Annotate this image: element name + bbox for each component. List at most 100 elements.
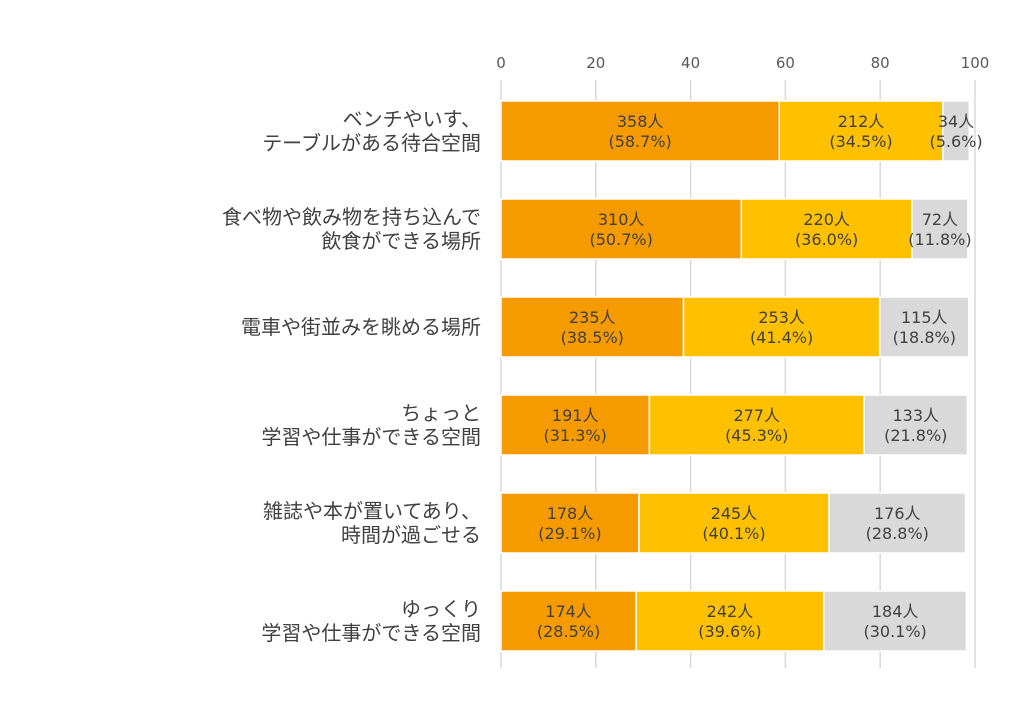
bar-segment bbox=[500, 296, 685, 358]
data-label-line: 235人 bbox=[569, 308, 616, 327]
data-label: 191人(31.3%) bbox=[544, 406, 607, 445]
category-label-line: 雑誌や本が置いてあり、 bbox=[263, 499, 481, 523]
data-label-line: 72人 bbox=[922, 210, 958, 229]
category-label: ゆっくり学習や仕事ができる空間 bbox=[261, 597, 481, 645]
x-tick-label: 100 bbox=[961, 54, 990, 72]
data-label-line: 174人 bbox=[545, 602, 592, 621]
data-label: 174人(28.5%) bbox=[537, 602, 600, 641]
data-label-line: (58.7%) bbox=[608, 132, 671, 151]
x-tick-label: 0 bbox=[496, 54, 506, 72]
bar-segment bbox=[682, 296, 881, 358]
x-tick-label: 60 bbox=[776, 54, 795, 72]
bar-segment bbox=[638, 492, 830, 554]
category-label-line: 時間が過ごせる bbox=[341, 523, 481, 547]
data-label-line: (45.3%) bbox=[725, 426, 788, 445]
gridlines bbox=[500, 80, 976, 668]
category-label-line: 学習や仕事ができる空間 bbox=[261, 621, 481, 645]
category-label: ちょっと学習や仕事ができる空間 bbox=[261, 401, 481, 449]
data-label-line: 34人 bbox=[938, 112, 974, 131]
category-label-line: ゆっくり bbox=[401, 597, 481, 621]
data-label-line: (41.4%) bbox=[750, 328, 813, 347]
data-label: 212人(34.5%) bbox=[829, 112, 892, 151]
x-tick-label: 40 bbox=[681, 54, 700, 72]
data-label-line: 176人 bbox=[874, 504, 921, 523]
data-label: 245人(40.1%) bbox=[702, 504, 765, 543]
data-label-line: 191人 bbox=[552, 406, 599, 425]
data-label: 133人(21.8%) bbox=[884, 406, 947, 445]
category-label-line: 電車や街並みを眺める場所 bbox=[241, 315, 481, 339]
bar-segment bbox=[911, 198, 969, 260]
data-label: 235人(38.5%) bbox=[561, 308, 624, 347]
data-label: 72人(11.8%) bbox=[908, 210, 971, 249]
data-label: 310人(50.7%) bbox=[590, 210, 653, 249]
data-label-line: (30.1%) bbox=[863, 622, 926, 641]
bar-segment bbox=[648, 394, 865, 456]
category-label-line: テーブルがある待合空間 bbox=[262, 131, 481, 155]
data-label-line: 358人 bbox=[617, 112, 664, 131]
data-label-line: 242人 bbox=[707, 602, 754, 621]
data-label: 176人(28.8%) bbox=[866, 504, 929, 543]
bar-segment bbox=[500, 394, 651, 456]
data-label-line: (28.8%) bbox=[866, 524, 929, 543]
data-label: 358人(58.7%) bbox=[608, 112, 671, 151]
category-label: ベンチやいす、テーブルがある待合空間 bbox=[262, 107, 481, 155]
data-label-line: (11.8%) bbox=[908, 230, 971, 249]
bar-segment bbox=[878, 296, 970, 358]
data-label: 220人(36.0%) bbox=[795, 210, 858, 249]
data-label-line: (5.6%) bbox=[929, 132, 982, 151]
data-label-line: (21.8%) bbox=[884, 426, 947, 445]
bar-segment bbox=[500, 198, 743, 260]
category-label-line: 飲食ができる場所 bbox=[321, 229, 481, 253]
category-label: 食べ物や飲み物を持ち込んで飲食ができる場所 bbox=[222, 205, 481, 253]
data-label: 115人(18.8%) bbox=[893, 308, 956, 347]
category-label-line: ちょっと bbox=[401, 401, 481, 425]
bar-segment bbox=[942, 100, 971, 162]
category-label-line: ベンチやいす、 bbox=[343, 107, 481, 131]
data-label: 277人(45.3%) bbox=[725, 406, 788, 445]
data-label-line: (31.3%) bbox=[544, 426, 607, 445]
data-label-line: 133人 bbox=[892, 406, 939, 425]
data-label-line: (29.1%) bbox=[538, 524, 601, 543]
data-label-line: 115人 bbox=[901, 308, 948, 327]
data-label-line: 310人 bbox=[598, 210, 645, 229]
category-label-line: 学習や仕事ができる空間 bbox=[261, 425, 481, 449]
data-label: 253人(41.4%) bbox=[750, 308, 813, 347]
bar-segment bbox=[500, 590, 637, 652]
data-label: 178人(29.1%) bbox=[538, 504, 601, 543]
bar-segment bbox=[740, 198, 913, 260]
bar-segment bbox=[823, 590, 968, 652]
data-label-line: (34.5%) bbox=[829, 132, 892, 151]
bar-segment bbox=[828, 492, 967, 554]
bar-segment bbox=[778, 100, 944, 162]
data-label-line: (40.1%) bbox=[702, 524, 765, 543]
bar-segment bbox=[500, 100, 780, 162]
data-label-line: (36.0%) bbox=[795, 230, 858, 249]
x-tick-label: 80 bbox=[871, 54, 890, 72]
data-label-line: 220人 bbox=[803, 210, 850, 229]
data-label-line: 253人 bbox=[758, 308, 805, 327]
data-label-line: 184人 bbox=[872, 602, 919, 621]
bar-segment bbox=[500, 492, 640, 554]
data-label-line: (38.5%) bbox=[561, 328, 624, 347]
data-label-line: (28.5%) bbox=[537, 622, 600, 641]
data-label: 184人(30.1%) bbox=[863, 602, 926, 641]
data-label-line: 212人 bbox=[838, 112, 885, 131]
category-labels: ベンチやいす、テーブルがある待合空間食べ物や飲み物を持ち込んで飲食ができる場所電… bbox=[222, 107, 481, 645]
data-label: 242人(39.6%) bbox=[698, 602, 761, 641]
data-label-line: 277人 bbox=[733, 406, 780, 425]
category-label: 雑誌や本が置いてあり、時間が過ごせる bbox=[263, 499, 481, 547]
category-label: 電車や街並みを眺める場所 bbox=[241, 315, 481, 339]
bars: 358人(58.7%) 212人(34.5%) 34人(5.6%) 310人(50.7… bbox=[500, 100, 983, 652]
data-label-line: (39.6%) bbox=[698, 622, 761, 641]
data-label-line: (50.7%) bbox=[590, 230, 653, 249]
data-label-line: 178人 bbox=[547, 504, 594, 523]
x-axis-ticks: 0 20 40 60 80 100 bbox=[496, 54, 989, 72]
x-tick-label: 20 bbox=[586, 54, 605, 72]
bar-segment bbox=[635, 590, 825, 652]
bar-segment bbox=[863, 394, 969, 456]
data-label-line: (18.8%) bbox=[893, 328, 956, 347]
data-label-line: 245人 bbox=[711, 504, 758, 523]
data-label: 34人(5.6%) bbox=[929, 112, 982, 151]
category-label-line: 食べ物や飲み物を持ち込んで bbox=[222, 205, 481, 229]
